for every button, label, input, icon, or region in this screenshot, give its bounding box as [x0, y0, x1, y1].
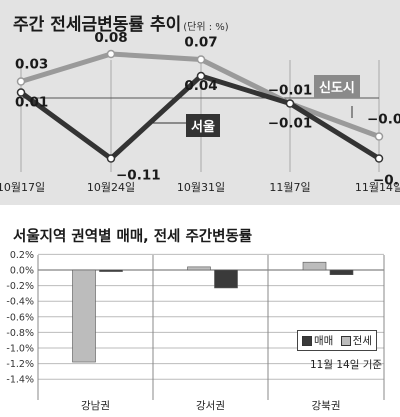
x-tick-label: 10월31일: [177, 180, 225, 194]
bar-chart-legend: 매매 전세: [297, 330, 377, 351]
data-point: [196, 55, 206, 64]
panel-divider: [0, 205, 400, 207]
data-point: [374, 132, 384, 141]
series-label-seoul: 서울: [186, 114, 220, 137]
line-chart-unit: (단위 : %): [183, 22, 229, 33]
data-point: [16, 77, 26, 86]
y-tick-label: -1.4%: [6, 375, 34, 386]
x-tick-label: 10월24일: [87, 180, 135, 194]
data-point: [106, 49, 116, 59]
y-tick-label: -1.0%: [6, 344, 34, 355]
x-category-label: 강북권: [312, 400, 341, 412]
y-tick-label: -0.6%: [6, 312, 34, 323]
data-label: −0.07: [367, 112, 400, 128]
y-tick-label: 0.2%: [10, 250, 34, 261]
y-tick-label: -0.8%: [6, 328, 34, 339]
data-label: −0.01: [268, 83, 313, 99]
y-tick-label: -0.4%: [6, 297, 34, 308]
line-chart-title: 주간 전세금변동률 추이 (단위 : %): [13, 10, 229, 35]
x-tick-label: 11월7일: [269, 180, 310, 194]
bar-chart-title: 서울지역 권역별 매매, 전세 주간변동률: [13, 229, 253, 245]
data-label: −0.11: [116, 168, 161, 184]
x-category-label: 강남권: [81, 400, 110, 412]
legend-label-maemae: 매매: [314, 335, 334, 347]
bar-jeonse: [187, 266, 211, 271]
weekly-jeonse-trend-panel: [0, 0, 400, 206]
data-label: 0.03: [15, 57, 48, 73]
bar-maemae: [329, 269, 354, 275]
bar-jeonse: [72, 269, 96, 363]
x-category-label: 강서권: [196, 400, 225, 412]
bar-jeonse: [302, 261, 327, 271]
series-label-sindosi: 신도시: [314, 75, 360, 98]
legend-swatch-jeonse: [340, 336, 351, 346]
legend-label-jeonse: 전세: [352, 335, 372, 347]
data-label: 0.08: [94, 30, 127, 46]
reference-date-note: 11월 14일 기준: [310, 359, 383, 371]
legend-swatch-maemae: [302, 336, 312, 346]
bar-maemae: [99, 269, 123, 272]
data-point: [196, 71, 206, 81]
data-label: 0.07: [184, 35, 217, 51]
y-tick-label: -0.2%: [6, 281, 34, 292]
data-point: [285, 99, 295, 108]
data-label: 0.04: [184, 78, 217, 94]
data-point: [374, 154, 384, 163]
y-tick-label: -1.2%: [6, 359, 34, 370]
seoul-district-bar-panel: [0, 206, 400, 417]
data-label: −0.11: [373, 173, 400, 189]
bar-maemae: [214, 269, 238, 289]
data-label: 0.01: [15, 95, 48, 111]
x-tick-label: 10월17일: [0, 180, 45, 194]
data-point: [16, 88, 26, 97]
line-chart: 10월17일 10월24일 10월31일 11월7일 11월14일 0.01 −0.11 0.…: [0, 30, 400, 194]
data-label: −0.01: [268, 116, 313, 132]
line-chart-title-text: 주간 전세금변동률 추이: [13, 15, 182, 35]
x-tick-label: 11월14일: [355, 180, 400, 194]
data-point: [106, 154, 116, 163]
y-tick-label: 0.0%: [10, 266, 34, 277]
